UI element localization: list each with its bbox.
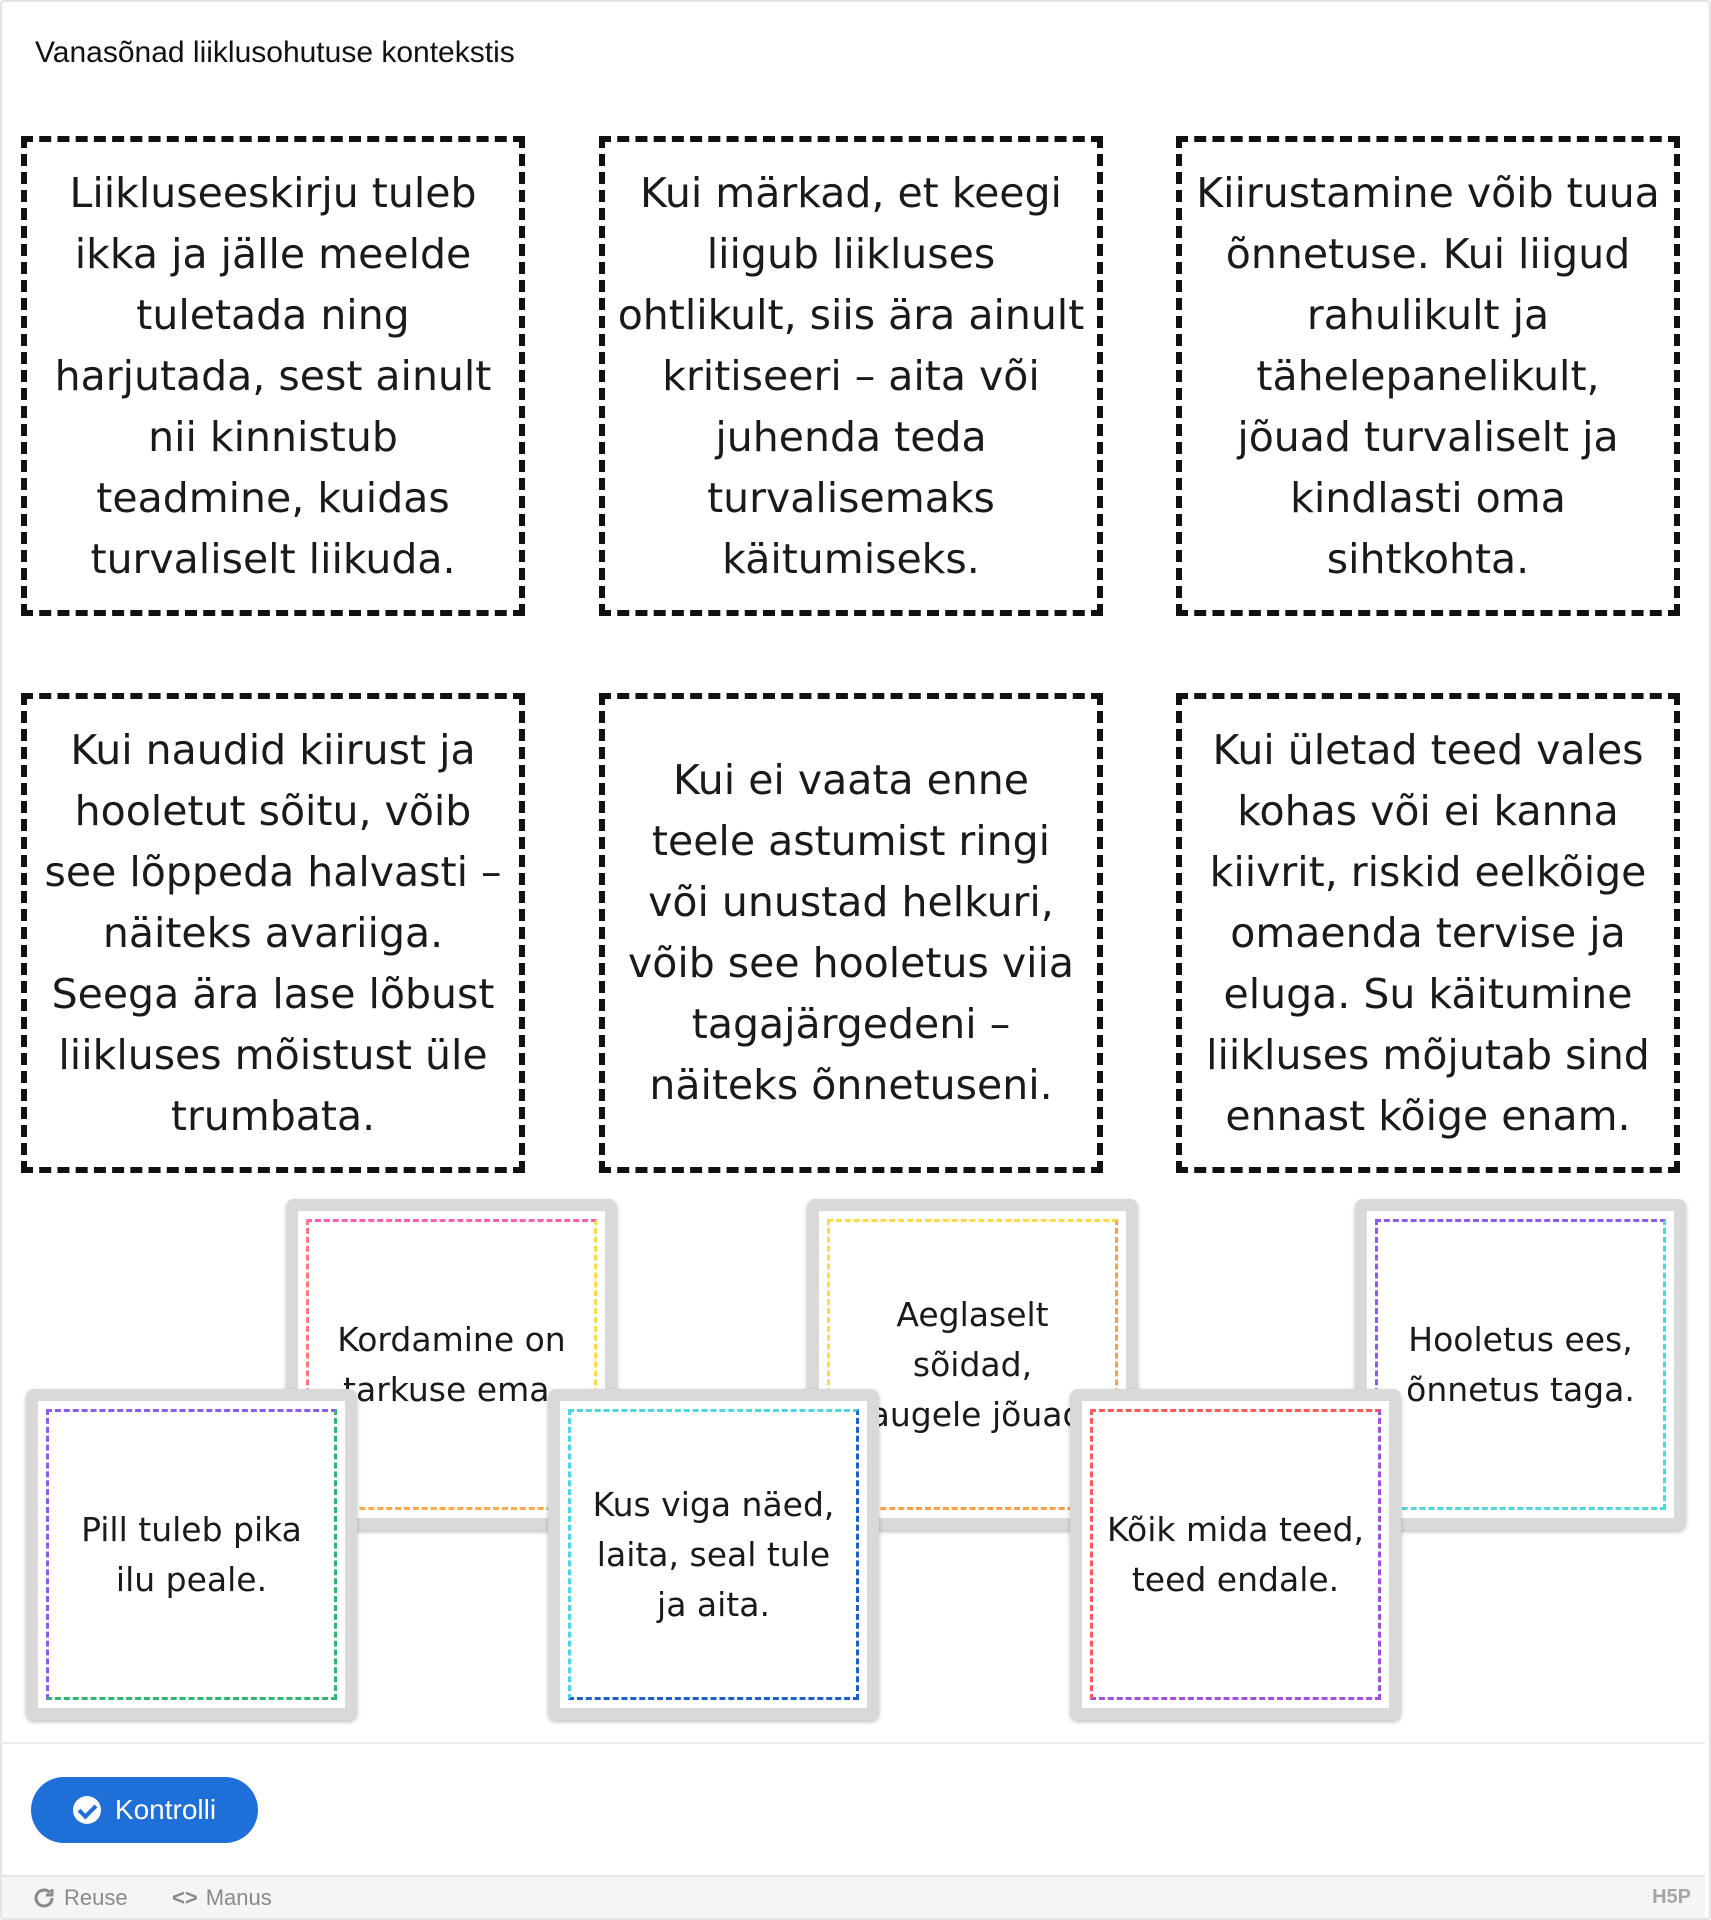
task-title: Vanasõnad liiklusohutuse kontekstis — [35, 36, 515, 69]
reuse-label: Reuse — [64, 1885, 128, 1910]
card-text: Kus viga näed, laita, seal tule ja aita. — [568, 1409, 859, 1700]
draggable-card-pill[interactable]: Pill tuleb pika ilu peale. — [26, 1389, 357, 1720]
dropzone-6[interactable]: Kui ületad teed vales kohas või ei kanna… — [1176, 693, 1680, 1173]
draggable-card-hooletus[interactable]: Hooletus ees, õnnetus taga. — [1355, 1199, 1686, 1530]
card-text: Pill tuleb pika ilu peale. — [46, 1409, 337, 1700]
check-button[interactable]: Kontrolli — [31, 1777, 258, 1843]
footer-bar: Reuse <> Manus H5P — [2, 1875, 1705, 1918]
draggable-card-kus-viga[interactable]: Kus viga näed, laita, seal tule ja aita. — [548, 1389, 879, 1720]
divider — [2, 1742, 1705, 1744]
dropzone-1[interactable]: Liikluseeskirju tuleb ikka ja jälle meel… — [21, 136, 525, 616]
code-icon: <> — [172, 1885, 198, 1910]
reuse-link[interactable]: Reuse — [32, 1885, 128, 1911]
dropzone-5[interactable]: Kui ei vaata enne teele astumist ringi v… — [599, 693, 1103, 1173]
embed-label: Manus — [205, 1885, 272, 1910]
card-text: Kõik mida teed, teed endale. — [1090, 1409, 1381, 1700]
card-text: Hooletus ees, õnnetus taga. — [1375, 1219, 1666, 1510]
dropzone-2[interactable]: Kui märkad, et keegi liigub liikluses oh… — [599, 136, 1103, 616]
dropzone-4[interactable]: Kui naudid kiirust ja hooletut sõitu, võ… — [21, 693, 525, 1173]
h5p-logo: H5P — [1652, 1886, 1691, 1908]
check-button-label: Kontrolli — [114, 1794, 217, 1825]
reuse-icon — [34, 1888, 54, 1908]
card-text: Aeglaselt sõidad, kaugele jõuad. — [827, 1219, 1118, 1510]
draggable-card-koik[interactable]: Kõik mida teed, teed endale. — [1070, 1389, 1401, 1720]
dropzone-3[interactable]: Kiirustamine võib tuua õnnetuse. Kui lii… — [1176, 136, 1680, 616]
check-circle-icon — [72, 1796, 101, 1824]
embed-link[interactable]: <> Manus — [172, 1885, 272, 1911]
